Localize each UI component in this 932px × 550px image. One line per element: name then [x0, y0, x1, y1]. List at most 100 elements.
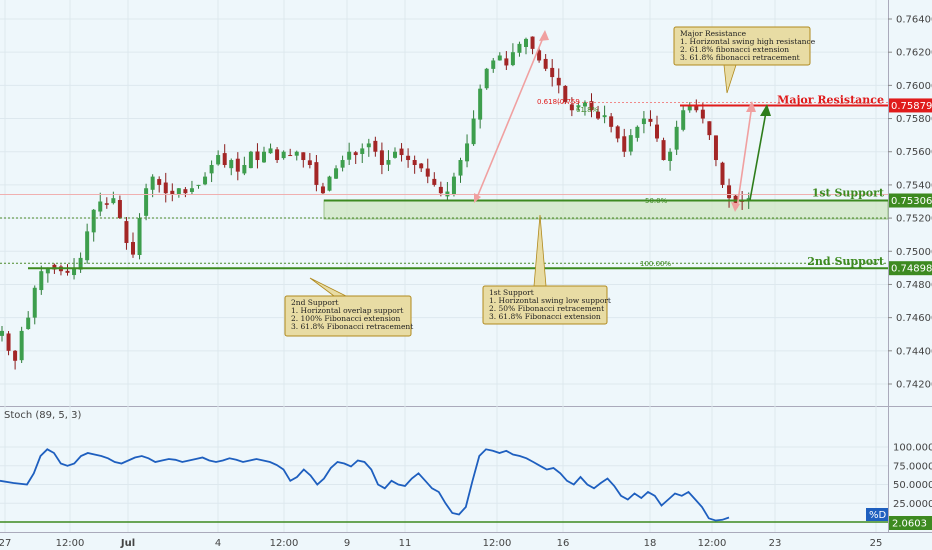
- candle-body: [419, 163, 424, 169]
- callout-box: [482, 285, 608, 325]
- candle-body: [222, 153, 227, 165]
- stoch-last-value: 2.0603: [892, 519, 927, 530]
- candle-body: [111, 198, 116, 204]
- candle-body: [209, 165, 214, 174]
- candle-body: [366, 143, 371, 148]
- candle-body: [438, 186, 443, 194]
- candle-body: [288, 155, 293, 157]
- candle-body: [661, 140, 666, 161]
- level-price-value: 0.74898: [891, 264, 932, 275]
- candle-body: [674, 126, 679, 150]
- candle-body: [255, 151, 260, 161]
- stoch-tick-label: 75.0000: [893, 461, 932, 472]
- level-price-badge: [889, 261, 932, 276]
- candle-body: [307, 160, 312, 165]
- level-price-badge: [889, 193, 932, 208]
- callout-line: 3. 61.8% Fibonacci retracement: [291, 322, 413, 331]
- candle-body: [727, 185, 732, 199]
- candle-body: [589, 101, 594, 111]
- candle-body: [504, 58, 509, 66]
- candle-body: [124, 221, 129, 243]
- candle-body: [615, 126, 620, 139]
- level-price-badge: [889, 98, 932, 113]
- stoch-tick-label: 25.0000: [893, 499, 932, 510]
- candle-body: [622, 136, 627, 152]
- candle-body: [563, 85, 568, 102]
- stoch-value-badge: [889, 516, 932, 530]
- stoch-series-badge: [866, 508, 888, 521]
- candle-body: [32, 287, 37, 318]
- stoch-line: [0, 448, 730, 522]
- candle-body: [157, 179, 162, 185]
- time-tick-label: 16: [557, 538, 570, 549]
- candle-body: [478, 88, 483, 120]
- candle-body: [628, 135, 633, 152]
- pink-projection-arrow: [736, 104, 753, 209]
- candle-body: [52, 264, 57, 270]
- candle-body: [582, 101, 587, 107]
- candle-body: [353, 152, 358, 156]
- candle-body: [700, 109, 705, 119]
- candle-body: [176, 188, 181, 195]
- candle-body: [294, 151, 299, 156]
- candle-body: [602, 115, 607, 118]
- candle-body: [216, 155, 221, 165]
- candle-body: [576, 105, 581, 108]
- callout-line: 2. 61.8% fibonacci extension: [680, 45, 789, 54]
- candle-body: [451, 176, 456, 195]
- candle-body: [98, 201, 103, 212]
- candle-body: [320, 186, 325, 194]
- projection-arrows: [474, 30, 771, 212]
- candle-body: [203, 176, 208, 185]
- candle-body: [268, 148, 273, 154]
- stoch-indicator: 100.0000 75.0000 50.0000 25.0000 Stoch (89, …: [0, 410, 932, 530]
- candle-body: [235, 158, 240, 172]
- time-axis[interactable]: 27 12:00 Jul 4 12:00 9 11 12:00 16 18 12:00 23 25: [0, 538, 882, 549]
- candle-body: [0, 330, 4, 336]
- stoch-tick-label: 50.0000: [893, 480, 932, 491]
- candle-body: [347, 151, 352, 160]
- time-tick-label: 23: [769, 538, 782, 549]
- time-tick-label: 9: [344, 538, 350, 549]
- callout-line: Major Resistance: [680, 29, 747, 38]
- candle-body: [163, 182, 168, 194]
- candle-body: [85, 231, 90, 261]
- candle-body: [524, 38, 528, 47]
- candle-body: [425, 168, 430, 177]
- candle-body: [360, 148, 365, 154]
- callout-line: 3. 61.8% fibonacci retracement: [680, 53, 800, 62]
- candle-body: [72, 267, 77, 276]
- candle-body: [694, 105, 699, 111]
- candle-body: [687, 105, 692, 111]
- candle-body: [131, 242, 135, 255]
- stoch-title: Stoch (89, 5, 3): [4, 410, 81, 421]
- callout-line: 1. Horizontal swing low support: [489, 296, 611, 305]
- candle-body: [301, 152, 306, 161]
- stoch-series-label: %D: [869, 510, 887, 521]
- candle-body: [458, 160, 463, 176]
- candle-body: [491, 60, 496, 69]
- levels-group: Major Resistance 0.75879 1st Support 0.7530…: [0, 93, 932, 276]
- candle-body: [45, 267, 50, 274]
- candle-body: [517, 43, 522, 53]
- candle-body: [635, 126, 640, 138]
- candle-body: [497, 55, 502, 61]
- stoch-pane[interactable]: [0, 408, 888, 532]
- candle-body: [196, 184, 201, 186]
- callout-line: 2. 50% Fibonacci retracement: [489, 304, 604, 313]
- candle-body: [465, 143, 470, 162]
- candle-body: [65, 270, 70, 273]
- time-tick-label: 12:00: [483, 538, 512, 549]
- candle-body: [648, 118, 653, 122]
- candle-body: [334, 168, 339, 179]
- candle-body: [733, 195, 738, 204]
